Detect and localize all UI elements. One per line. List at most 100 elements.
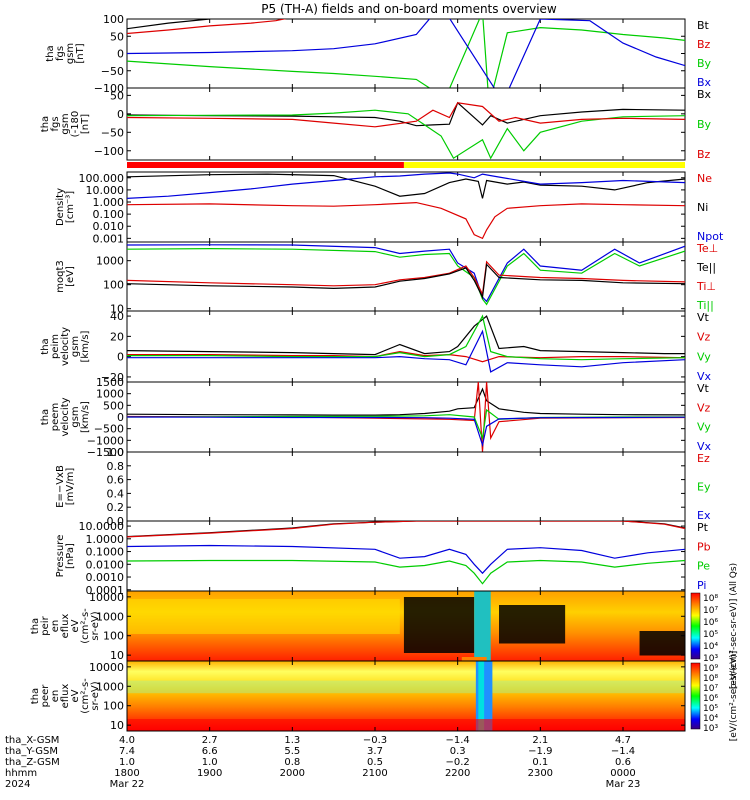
x-axis-value: 3.7	[367, 746, 383, 757]
colorbar-tick-label: 10⁷	[703, 684, 718, 694]
x-axis-value: 2300	[528, 768, 553, 779]
legend-Bx: Bx	[697, 88, 712, 101]
y-tick-label: 0.6	[107, 474, 125, 487]
y-tick-label: 10.0000	[79, 520, 125, 533]
mode-bar	[127, 162, 685, 168]
x-axis-value: −1.4	[446, 735, 470, 746]
x-axis-row-label: hhmm	[5, 768, 37, 779]
colorbar-tick-label: 10⁴	[703, 642, 718, 652]
x-axis-value: 4.0	[119, 735, 135, 746]
y-axis-label: (cm²-s-	[80, 608, 91, 644]
y-tick-label: 500	[103, 399, 124, 412]
y-tick-label: 1500	[96, 376, 124, 389]
y-tick-label: 0.0010	[86, 571, 125, 584]
y-tick-label: 0.1000	[86, 546, 125, 559]
y-axis-label: gsm	[65, 43, 76, 64]
x-axis-value: 0.5	[367, 757, 383, 768]
y-tick-label: 1000	[96, 610, 124, 623]
y-axis-label: eflux	[60, 684, 71, 709]
series-Vx-line	[127, 416, 685, 448]
colorbar-label: [eV/(cm²-sec-sr-eV)] (All Qs)	[729, 563, 739, 689]
y-axis-label: velocity	[60, 327, 71, 366]
legend-Ti: Ti||	[696, 299, 714, 312]
series-Npot-line	[127, 172, 685, 199]
series-Bz-line	[127, 19, 287, 35]
y-axis-label: eV	[70, 619, 81, 632]
x-axis-value: −1.4	[611, 746, 635, 757]
y-axis-label: [nT]	[80, 114, 91, 134]
x-axis-value: 4.7	[615, 735, 631, 746]
legend-By: By	[697, 57, 712, 70]
legend-Vy: Vy	[697, 350, 711, 363]
y-axis-label: [nT]	[75, 43, 86, 63]
y-tick-label: 20	[110, 330, 124, 343]
x-axis-value: 1800	[114, 768, 139, 779]
legend-Ex: Ex	[697, 509, 711, 522]
y-axis-label: sr-eV)	[90, 611, 101, 640]
x-axis-value: Mar 22	[110, 779, 145, 790]
spectrogram-cold-band	[474, 591, 491, 661]
y-axis-label: [km/s]	[80, 330, 91, 362]
series-Ni-line	[127, 173, 685, 199]
x-axis-value: 7.4	[119, 746, 135, 757]
y-tick-label: −100	[94, 145, 124, 158]
x-axis-value: 2.1	[532, 735, 548, 746]
y-axis-label: tha	[40, 116, 51, 132]
mode-bar-slow	[127, 162, 404, 168]
y-axis-label: Pressure	[55, 535, 66, 578]
x-axis-row-label: tha_X-GSM	[5, 735, 59, 746]
colorbar-tick-label: 10⁴	[703, 714, 718, 724]
y-tick-label: 0.001	[93, 232, 125, 245]
series-By-line	[127, 109, 685, 160]
colorbar-tick-label: 10⁸	[703, 674, 718, 684]
spectrogram-cold-core	[478, 661, 485, 731]
x-axis-value: 6.6	[202, 746, 218, 757]
series-Ne-line	[127, 201, 685, 240]
y-tick-label: 1.0	[107, 446, 125, 459]
series-Bt-line	[127, 19, 215, 30]
panel-ion-spectrogram: 10000 1000 100 10 tha peir en eflux eV (cm²-s-sr-…	[30, 563, 739, 689]
panel-fgs-gse: 50 0 −50 −100 tha fgs gsm (-180 [nT] Bx By Bz	[40, 87, 712, 161]
colorbar-tick-label: 10³	[703, 654, 718, 664]
legend-Pe: Pe	[697, 560, 710, 573]
y-axis-label: tha	[30, 688, 41, 704]
y-tick-label: 0.0001	[86, 584, 125, 597]
y-axis-label: en	[50, 620, 61, 633]
y-tick-label: 100	[103, 13, 124, 26]
y-tick-label: 1000	[96, 388, 124, 401]
legend-Vy: Vy	[697, 421, 711, 434]
legend-Pb: Pb	[697, 540, 711, 553]
legend-Pt: Pt	[697, 521, 709, 534]
series-Vt-line	[127, 315, 685, 356]
y-tick-label: 0	[117, 351, 124, 364]
y-tick-label: 0.0100	[86, 558, 125, 571]
y-axis-label: tha	[30, 618, 41, 634]
series-Bx-line	[127, 101, 685, 127]
legend-Ne: Ne	[697, 172, 712, 185]
y-axis-label: peer	[40, 684, 51, 708]
colorbar-tick-label: 10⁶	[703, 618, 718, 628]
y-axis-label: [km/s]	[80, 401, 91, 433]
x-axis-value: 2.7	[202, 735, 218, 746]
y-tick-label: 10000	[89, 661, 124, 674]
series-Vx-line	[127, 329, 685, 373]
spectrogram-band	[127, 680, 685, 694]
x-axis-row-label: tha_Y-GSM	[5, 746, 58, 757]
y-tick-label: −20	[101, 371, 124, 384]
panel-fgs-gsm: 100 50 0 −50 −100 tha fgs gsm [nT] Bt Bz By Bx	[45, 13, 712, 95]
mode-bar-fast	[403, 162, 685, 168]
spectrogram-marker	[461, 657, 487, 661]
legend-Vz: Vz	[697, 401, 711, 414]
y-tick-label: 1000	[96, 680, 124, 693]
y-tick-label: 10	[110, 303, 124, 316]
spectrogram-low-energy	[127, 719, 685, 731]
y-tick-label: 1.0000	[86, 533, 125, 546]
legend-Ni: Ni	[697, 201, 708, 214]
x-axis-row-label: tha_Z-GSM	[5, 757, 60, 768]
y-tick-label: 100	[103, 700, 124, 713]
x-axis-value: 0.6	[615, 757, 631, 768]
x-axis-value: 2100	[362, 768, 387, 779]
series-Vy-line	[127, 314, 685, 361]
